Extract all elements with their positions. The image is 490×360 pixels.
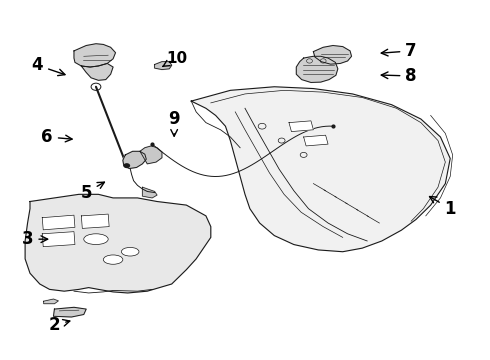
Polygon shape xyxy=(44,299,58,304)
Polygon shape xyxy=(304,135,328,146)
Polygon shape xyxy=(314,45,351,64)
Polygon shape xyxy=(25,194,211,293)
Text: 1: 1 xyxy=(430,197,456,218)
Polygon shape xyxy=(74,44,116,67)
Text: 10: 10 xyxy=(163,50,187,67)
Circle shape xyxy=(123,163,130,168)
Text: 8: 8 xyxy=(381,67,417,85)
Text: 5: 5 xyxy=(80,182,104,202)
Polygon shape xyxy=(143,187,157,198)
Polygon shape xyxy=(140,146,162,164)
Text: 3: 3 xyxy=(22,230,48,248)
Ellipse shape xyxy=(103,255,123,264)
Text: 4: 4 xyxy=(31,56,65,76)
Polygon shape xyxy=(42,231,75,247)
Text: 9: 9 xyxy=(169,110,180,136)
Polygon shape xyxy=(155,62,172,69)
Text: 6: 6 xyxy=(41,128,72,146)
Ellipse shape xyxy=(122,247,139,256)
Polygon shape xyxy=(123,151,147,168)
Polygon shape xyxy=(53,307,86,317)
Polygon shape xyxy=(289,121,314,132)
Polygon shape xyxy=(81,63,113,80)
Polygon shape xyxy=(81,214,109,228)
Polygon shape xyxy=(296,56,338,82)
Ellipse shape xyxy=(84,234,108,244)
Polygon shape xyxy=(191,87,450,252)
Polygon shape xyxy=(42,215,75,230)
Text: 7: 7 xyxy=(381,42,417,60)
Text: 2: 2 xyxy=(49,316,70,334)
